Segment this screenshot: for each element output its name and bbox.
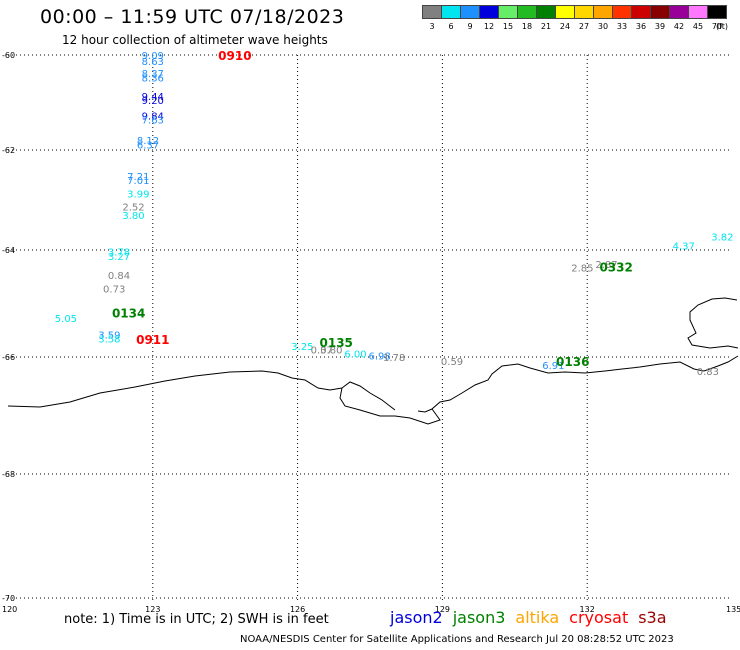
wave-height-value: 3.82 (711, 233, 733, 244)
scale-label: 33 (616, 22, 628, 31)
wave-height-value: 3.99 (127, 190, 149, 201)
wave-height-value: 6.91 (542, 361, 564, 372)
map-subtitle: 12 hour collection of altimeter wave hei… (62, 33, 328, 47)
wave-height-value: 7.21 (127, 172, 149, 183)
satellite-altika: altika (515, 608, 560, 627)
scale-label: 27 (578, 22, 590, 31)
scale-label: 15 (502, 22, 514, 31)
footer-note: note: 1) Time is in UTC; 2) SWH is in fe… (64, 612, 329, 627)
scale-label: 9 (467, 22, 473, 31)
pass-time-label: 0134 (112, 307, 145, 321)
wave-height-value: 6.00 (344, 349, 366, 360)
pass-time-label: 0910 (218, 49, 251, 63)
longitude-tick-label: 132 (580, 605, 595, 614)
latitude-tick-label: -62 (2, 146, 15, 155)
longitude-tick-label: 126 (290, 605, 305, 614)
satellite-s3a: s3a (638, 608, 667, 627)
longitude-tick-label: 123 (145, 605, 160, 614)
scale-label: 39 (654, 22, 666, 31)
latitude-tick-label: -64 (2, 246, 15, 255)
latitude-tick-label: -68 (2, 470, 15, 479)
scale-label: 24 (559, 22, 571, 31)
wave-height-value: 0.59 (441, 357, 463, 368)
wave-height-value: 8.36 (142, 73, 164, 84)
wave-height-value: 6.98 (369, 351, 391, 362)
pass-time-label: 0911 (136, 333, 169, 347)
scale-unit: (ft) (716, 22, 729, 31)
wave-height-color-scale: 3 6 9 12 15 18 21 24 27 30 33 36 39 42 45 70 (ft) (422, 5, 732, 35)
wave-height-value: 3.80 (122, 211, 144, 222)
wave-height-value: 3.78 (108, 248, 130, 259)
satellite-jason2: jason2 (390, 608, 443, 627)
axis-ticks: 120 123 126 129 132 135 -60 -62 -64 -66 -68 -70 (2, 51, 740, 614)
wave-height-value: 5.05 (55, 314, 77, 325)
wave-height-value: 0.83 (697, 367, 719, 378)
wave-height-value: 7.01 (127, 176, 149, 187)
latitude-tick-label: -66 (2, 353, 15, 362)
scale-label: 42 (673, 22, 685, 31)
latitude-tick-label: -70 (2, 594, 15, 603)
wave-height-value: 8.37 (142, 69, 164, 80)
wave-height-value: 0.84 (108, 271, 130, 282)
map-title: 00:00 – 11:59 UTC 07/18/2023 (40, 6, 345, 28)
pass-time-label: 0135 (320, 336, 353, 350)
longitude-tick-label: 129 (435, 605, 450, 614)
wave-height-value: 8.63 (142, 57, 164, 68)
scale-label: 21 (540, 22, 552, 31)
pass-time-label: 0332 (599, 261, 632, 275)
satellite-jason3: jason3 (452, 608, 506, 627)
wave-height-value: 9.44 (142, 92, 164, 103)
wave-height-value: 8.12 (137, 136, 159, 147)
wave-height-value: 2.87 (595, 260, 617, 271)
wave-height-value: 1.78 (383, 353, 405, 364)
wave-height-value: 2.85 (571, 264, 593, 275)
wave-height-value: 9.20 (142, 96, 164, 107)
scale-label: 6 (448, 22, 454, 31)
wave-height-value: 3.27 (108, 252, 130, 263)
wave-height-value: 3.25 (291, 342, 313, 353)
longitude-tick-label: 135 (726, 605, 740, 614)
scale-swatch (707, 5, 727, 19)
scale-label: 12 (483, 22, 495, 31)
scale-label: 36 (635, 22, 647, 31)
wave-height-value: 0.73 (103, 285, 125, 296)
credit-line: NOAA/NESDIS Center for Satellite Applica… (240, 634, 674, 645)
scale-label: 18 (521, 22, 533, 31)
graticule (8, 54, 732, 600)
wave-height-value: 0.80 (320, 346, 342, 357)
scale-label: 30 (597, 22, 609, 31)
scale-label: 3 (429, 22, 435, 31)
wave-height-points: 9.098.638.378.36 9.449.20 9.847.63 8.126.37… (55, 51, 734, 378)
wave-height-value: 4.37 (673, 242, 695, 253)
wave-height-value: 6.37 (137, 140, 159, 151)
scale-label: 70 (711, 22, 723, 31)
wave-height-value: 9.84 (142, 111, 164, 122)
wave-height-value: 3.58 (98, 334, 120, 345)
wave-height-value: 3.59 (98, 331, 120, 342)
satellite-legend: jason2 jason3 altika cryosat s3a (390, 608, 677, 627)
wave-height-value: 7.63 (142, 116, 164, 127)
wave-height-value: 2.52 (122, 203, 144, 214)
wave-height-value: 9.09 (142, 51, 164, 62)
satellite-cryosat: cryosat (569, 608, 629, 627)
wave-height-value: 0.37 (311, 346, 333, 357)
antarctic-coastline (7, 297, 739, 425)
latitude-tick-label: -60 (2, 51, 15, 60)
scale-label: 45 (692, 22, 704, 31)
pass-time-labels: 0910 0134 0911 0135 0136 0332 (112, 49, 633, 369)
longitude-tick-label: 120 (2, 605, 17, 614)
pass-time-label: 0136 (556, 355, 589, 369)
